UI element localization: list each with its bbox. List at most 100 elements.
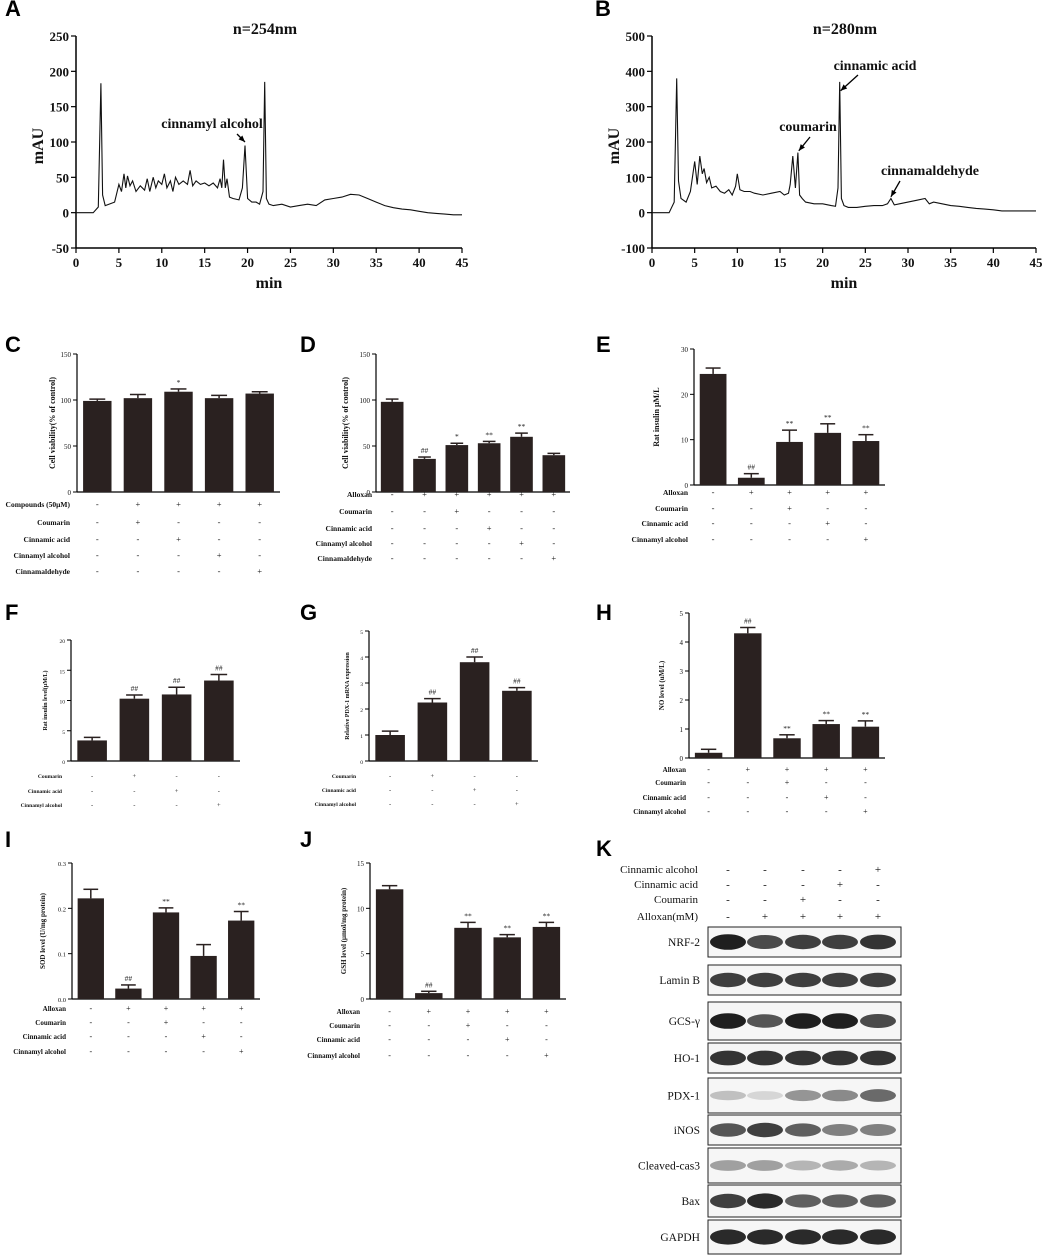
bar [493, 937, 521, 999]
significance-marker: ** [518, 422, 526, 431]
significance-marker: ## [173, 676, 181, 685]
annotation-arrowhead [238, 135, 245, 142]
bar [852, 441, 880, 485]
blot-factor-sign: + [875, 911, 881, 923]
bar [773, 738, 801, 758]
factor-sign: + [175, 788, 179, 795]
factor-sign: - [825, 778, 828, 787]
y-tick-label: 0 [367, 489, 371, 497]
y-tick-label: 400 [626, 64, 646, 79]
factor-sign: + [785, 778, 790, 787]
blot-protein-label: iNOS [674, 1125, 700, 1137]
bar [814, 432, 842, 485]
factor-sign: - [136, 534, 139, 544]
panel-label: K [596, 836, 612, 861]
factor-sign: - [431, 801, 433, 808]
factor-sign: - [91, 802, 93, 809]
factor-label: Alloxan [43, 1005, 66, 1013]
y-tick-label: 1 [680, 726, 684, 734]
bar [415, 993, 443, 999]
factor-sign: - [89, 1032, 92, 1041]
factor-sign: - [474, 773, 476, 780]
bar [699, 373, 727, 485]
panel-label: F [5, 600, 18, 625]
factor-sign: - [389, 773, 391, 780]
x-tick-label: 10 [155, 255, 168, 270]
factor-sign: - [91, 788, 93, 795]
y-tick-label: 150 [360, 351, 371, 359]
bar [375, 889, 404, 999]
bar [77, 898, 104, 999]
blot-band [710, 1193, 746, 1209]
y-tick-label: 300 [626, 100, 646, 115]
factor-sign: + [519, 538, 524, 548]
y-tick-label: 15 [357, 860, 365, 868]
blot-factor-sign: - [801, 864, 805, 876]
y-tick-label: 500 [626, 29, 646, 44]
factor-sign: - [423, 506, 426, 516]
factor-sign: + [176, 534, 181, 544]
blot-band [710, 1229, 746, 1245]
bar-panel-I: I 0.0 0.1 0.2 0.3 SOD level (U/mg protein) ## *… [5, 827, 260, 1056]
blot-band [785, 1194, 821, 1208]
blot-protein-label: Lamin B [659, 975, 700, 987]
blot-band [860, 1229, 896, 1245]
blot-band [747, 1050, 783, 1066]
factor-sign: + [544, 1051, 549, 1060]
factor-label: Alloxan [663, 766, 686, 774]
bar [454, 927, 482, 999]
blot-band [785, 1229, 821, 1245]
blot-band [747, 1014, 783, 1028]
factor-sign: - [506, 1051, 509, 1060]
factor-sign: - [165, 1032, 168, 1041]
factor-sign: - [240, 1018, 243, 1027]
factor-sign: + [787, 487, 792, 497]
bar-panel-J: J 0 5 10 15 GSH level (μmol/mg protein) ## ** **… [300, 827, 566, 1060]
y-axis-label: Cell viability(% of control) [341, 377, 350, 469]
y-tick-label: 0 [639, 206, 646, 221]
chart-title: n=280nm [813, 21, 878, 38]
blot-band [747, 1091, 783, 1100]
bar [417, 702, 448, 761]
factor-sign: + [746, 765, 751, 774]
significance-marker: ## [421, 446, 429, 455]
factor-sign: + [454, 489, 459, 499]
blot-factor-sign: - [763, 864, 767, 876]
x-tick-label: 20 [241, 255, 254, 270]
x-tick-label: 35 [944, 255, 958, 270]
y-tick-label: 150 [50, 100, 70, 115]
factor-sign: - [258, 517, 261, 527]
factor-sign: - [165, 1047, 168, 1056]
y-tick-label: 250 [50, 29, 70, 44]
blot-factor-sign: - [763, 879, 767, 891]
bar [164, 391, 193, 492]
x-tick-label: 5 [691, 255, 698, 270]
bar [445, 445, 469, 492]
significance-marker: ** [862, 710, 870, 719]
factor-sign: + [164, 1018, 169, 1027]
factor-sign: - [423, 538, 426, 548]
factor-sign: + [136, 517, 141, 527]
factor-sign: + [551, 489, 556, 499]
factor-label: Cinnamyl alcohol [14, 551, 70, 560]
blot-band [860, 1089, 896, 1102]
y-axis-label: mAU [30, 127, 47, 164]
factor-sign: + [133, 773, 137, 780]
factor-sign: - [96, 566, 99, 576]
factor-sign: + [785, 765, 790, 774]
blot-factor-label: Alloxan(mM) [637, 911, 698, 923]
factor-sign: - [136, 550, 139, 560]
factor-sign: - [136, 566, 139, 576]
factor-sign: + [487, 523, 492, 533]
factor-sign: - [218, 517, 221, 527]
factor-sign: - [712, 503, 715, 513]
factor-sign: + [864, 534, 869, 544]
chromatogram-trace [76, 81, 462, 216]
y-tick-label: 50 [363, 443, 371, 451]
factor-label: Cinnamic acid [317, 1036, 360, 1044]
bar [734, 633, 762, 758]
x-tick-label: 35 [370, 255, 384, 270]
factor-sign: + [217, 550, 222, 560]
blot-band [785, 1160, 821, 1171]
